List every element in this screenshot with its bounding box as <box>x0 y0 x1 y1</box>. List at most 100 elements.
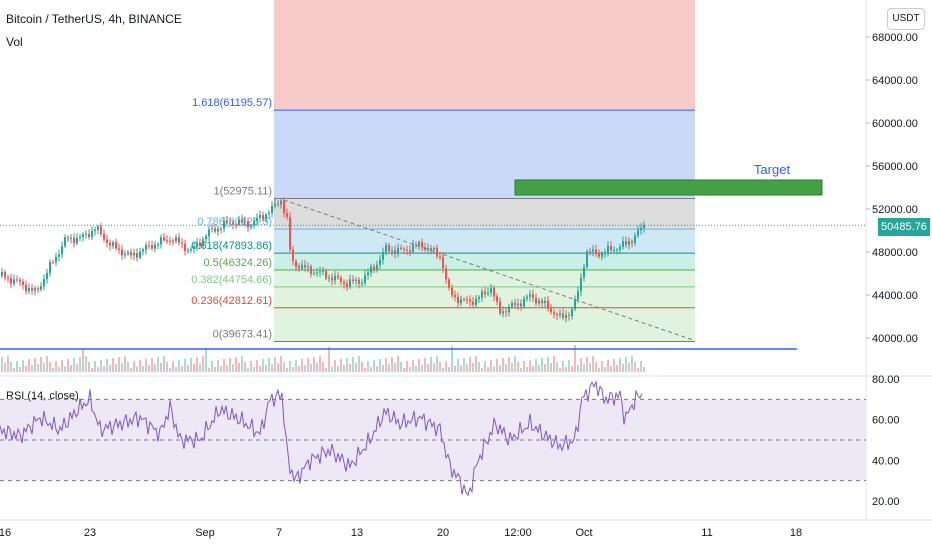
volume-bar <box>556 362 558 372</box>
candle-body <box>622 241 624 248</box>
candle-body <box>628 241 630 245</box>
volume-bar <box>499 365 501 372</box>
volume-bar <box>289 361 291 372</box>
volume-bar <box>373 360 375 372</box>
volume-bar <box>112 358 114 372</box>
rsi-line <box>0 380 643 497</box>
price-tick-label: 40000.00 <box>872 333 918 345</box>
candle-body <box>4 272 6 278</box>
candle-body <box>70 237 72 239</box>
volume-bar <box>154 364 156 372</box>
candle-body <box>460 299 462 304</box>
fib-zone-upper <box>274 0 695 111</box>
currency-button[interactable]: USDT <box>887 8 925 30</box>
volume-bar <box>397 356 399 372</box>
candle-body <box>157 244 159 246</box>
candle-body <box>55 256 57 263</box>
candle-body <box>472 301 474 305</box>
volume-bar <box>82 349 84 372</box>
candle-body <box>400 247 402 249</box>
candle-body <box>619 247 621 250</box>
candle-body <box>592 249 594 252</box>
candle-body <box>190 248 192 251</box>
volume-bar <box>436 356 438 372</box>
candle-body <box>502 311 504 314</box>
candle-body <box>385 245 387 252</box>
volume-bar <box>508 357 510 372</box>
volume-bar <box>142 366 144 372</box>
candle-body <box>115 242 117 249</box>
volume-bar <box>577 365 579 372</box>
volume-bar <box>529 360 531 372</box>
volume-bar <box>187 365 189 372</box>
candle-body <box>235 224 237 226</box>
volume-bar <box>478 362 480 372</box>
price-tick-label: 64000.00 <box>872 75 918 87</box>
candle-body <box>247 221 249 228</box>
candle-body <box>469 299 471 302</box>
candle-body <box>463 299 465 301</box>
volume-bar <box>4 363 6 372</box>
candle-body <box>145 245 147 250</box>
volume-bar <box>523 361 525 372</box>
candle-body <box>565 314 567 318</box>
volume-bar <box>223 359 225 372</box>
candle-body <box>493 288 495 297</box>
candle-body <box>109 242 111 246</box>
volume-bar <box>52 368 54 372</box>
volume-bar <box>361 362 363 372</box>
volume-bar <box>136 367 138 372</box>
volume-bar <box>151 358 153 372</box>
candle-body <box>205 236 207 240</box>
volume-bar <box>196 357 198 372</box>
target-label: Target <box>754 162 791 177</box>
volume-bar <box>496 359 498 372</box>
volume-bar <box>106 359 108 372</box>
candle-body <box>556 314 558 316</box>
volume-bar <box>547 357 549 372</box>
volume-bar <box>376 366 378 372</box>
volume-bar <box>322 362 324 372</box>
candle-body <box>127 251 129 254</box>
candle-body <box>553 312 555 315</box>
volume-bar <box>205 348 207 372</box>
volume-bar <box>1 357 3 372</box>
candle-body <box>418 242 420 246</box>
candle-body <box>130 251 132 256</box>
symbol-title: Bitcoin / TetherUS, 4h, BINANCE <box>6 12 182 26</box>
candle-body <box>634 235 636 243</box>
volume-bar <box>217 360 219 372</box>
volume-bar <box>316 363 318 372</box>
volume-bar <box>418 359 420 372</box>
volume-bar <box>388 364 390 372</box>
volume-bar <box>232 364 234 372</box>
volume-bar <box>211 361 213 372</box>
volume-bar <box>160 363 162 372</box>
trendline <box>283 199 694 341</box>
candle-body <box>124 253 126 256</box>
candle-body <box>82 234 84 237</box>
volume-bar <box>298 366 300 372</box>
volume-bar <box>130 368 132 372</box>
candle-body <box>34 288 36 291</box>
volume-bar <box>97 367 99 372</box>
candle-body <box>529 294 531 297</box>
candle-body <box>220 228 222 230</box>
volume-bar <box>181 366 183 372</box>
candle-body <box>571 309 573 316</box>
volume-bar <box>580 358 582 372</box>
volume-bar <box>25 366 27 372</box>
volume-bar <box>256 360 258 372</box>
candle-body <box>601 252 603 257</box>
volume-bar <box>391 357 393 372</box>
volume-bar <box>622 364 624 372</box>
candle-body <box>181 242 183 244</box>
volume-bar <box>163 356 165 372</box>
candle-body <box>7 277 9 279</box>
volume-bars <box>1 345 645 372</box>
candle-body <box>631 241 633 243</box>
rsi-tick-label: 60.00 <box>872 415 900 427</box>
candle-body <box>100 226 102 234</box>
candle-body <box>382 251 384 260</box>
